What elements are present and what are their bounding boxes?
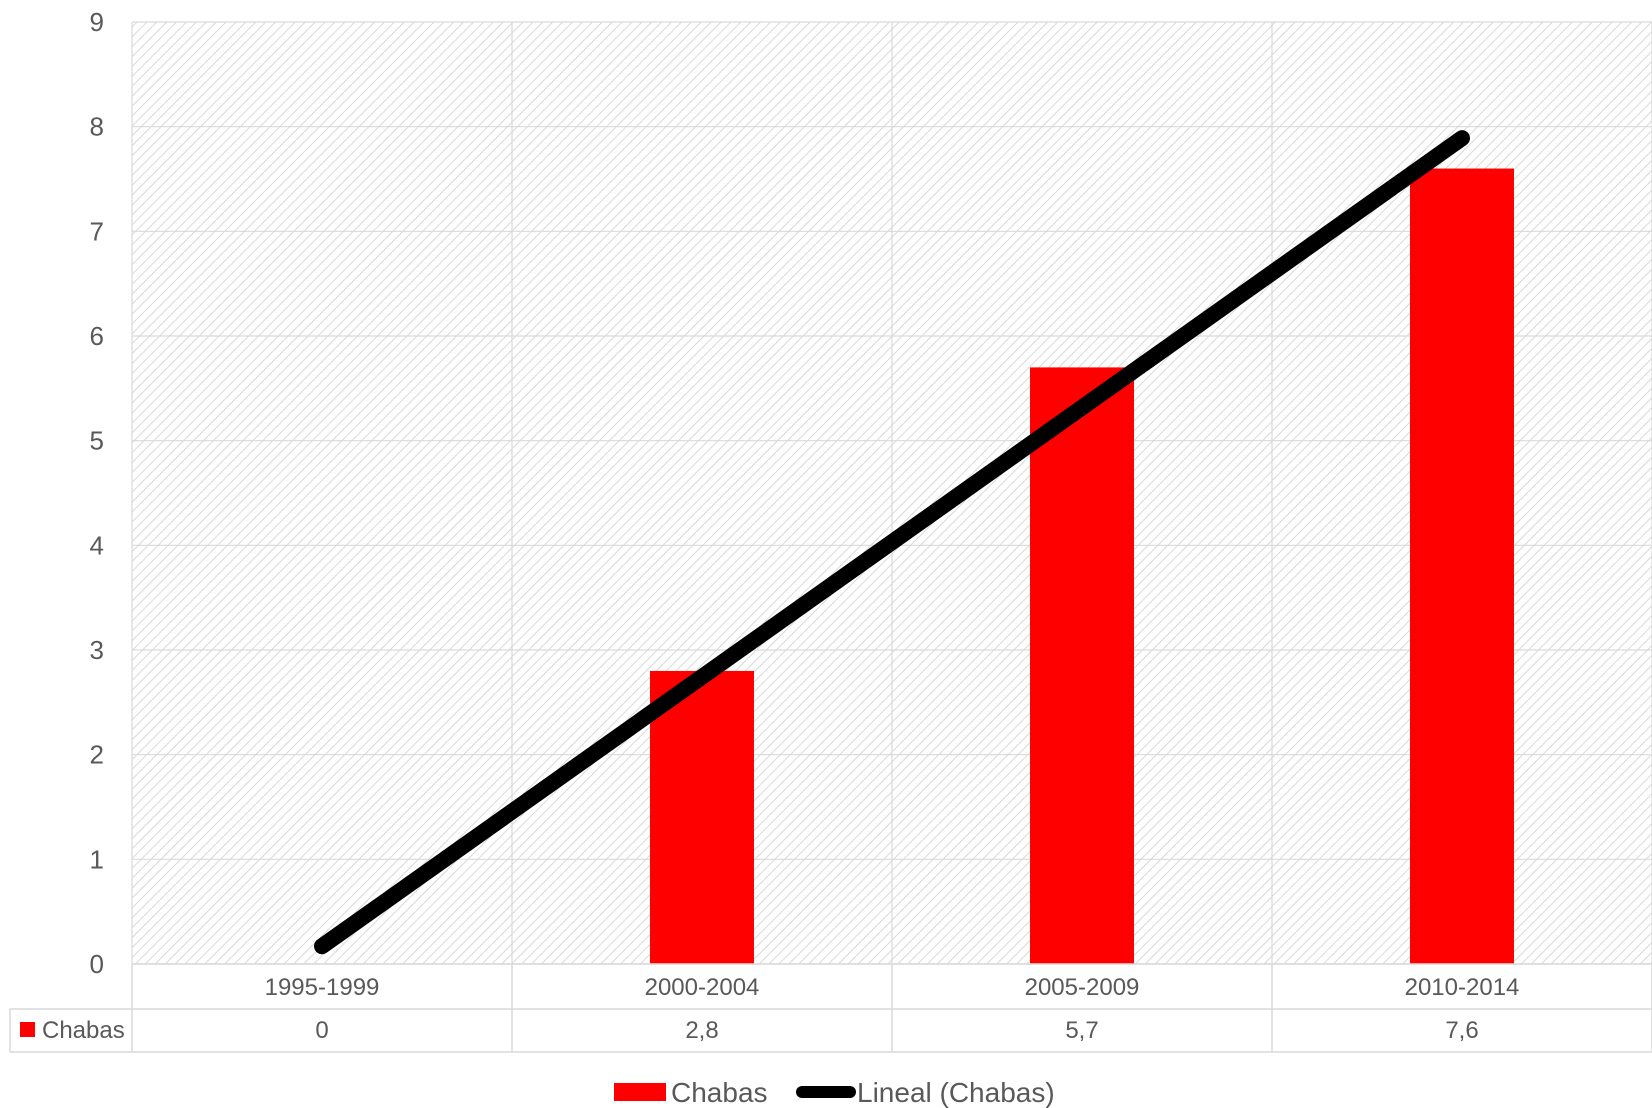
y-tick-label: 3	[90, 635, 104, 665]
y-tick-label: 1	[90, 844, 104, 874]
data-table-cell: 5,7	[1065, 1017, 1098, 1044]
table-row-swatch	[20, 1022, 35, 1037]
bar	[650, 670, 754, 964]
y-axis-tick-labels: 0 1 2 3 4 5 6 7 8 9	[90, 7, 104, 979]
legend: Chabas Lineal (Chabas)	[614, 1077, 1055, 1108]
table-row-label: Chabas	[42, 1017, 125, 1044]
legend-swatch-bar	[614, 1083, 666, 1101]
data-table-cell: 2,8	[685, 1017, 718, 1044]
x-tick-label: 2005-2009	[1025, 974, 1140, 1001]
data-table-cell: 7,6	[1445, 1017, 1478, 1044]
y-tick-label: 6	[90, 321, 104, 351]
y-tick-label: 5	[90, 426, 104, 456]
x-tick-label: 2010-2014	[1405, 974, 1520, 1001]
y-tick-label: 4	[90, 530, 104, 560]
legend-label: Chabas	[671, 1077, 768, 1108]
bar	[1410, 168, 1514, 965]
bar	[1030, 367, 1134, 964]
x-tick-label: 1995-1999	[265, 974, 380, 1001]
data-table: 1995-1999 2000-2004 2005-2009 2010-2014 Chab…	[9, 963, 1652, 1053]
y-tick-label: 0	[90, 949, 104, 979]
trendline	[314, 130, 1470, 955]
y-tick-label: 9	[90, 7, 104, 37]
legend-label: Lineal (Chabas)	[857, 1077, 1055, 1108]
y-tick-label: 7	[90, 216, 104, 246]
x-tick-label: 2000-2004	[645, 974, 760, 1001]
trendline-layer	[314, 130, 1470, 955]
bars	[650, 168, 1514, 965]
gridlines	[131, 21, 1652, 965]
data-table-cell: 0	[315, 1017, 328, 1044]
y-tick-label: 8	[90, 112, 104, 142]
y-tick-label: 2	[90, 740, 104, 770]
